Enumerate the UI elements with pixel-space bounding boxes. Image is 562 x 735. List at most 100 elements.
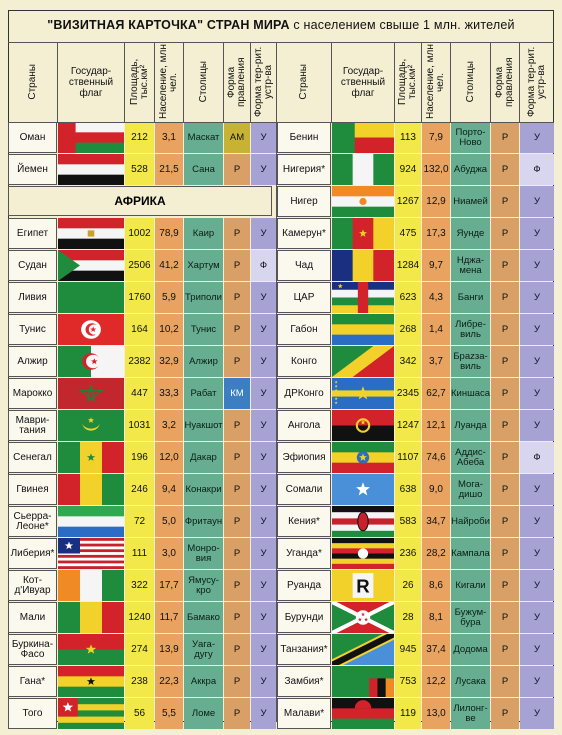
territorial-form: У: [251, 602, 276, 633]
header-gov-left: Форма правления: [224, 42, 250, 122]
territorial-form: У: [251, 378, 276, 409]
flag-image-sierraleone: [58, 506, 124, 537]
header-flag-left: Государ-ственный флаг: [58, 42, 124, 122]
area-value: 274: [125, 634, 154, 665]
grid-line: [8, 42, 554, 43]
flag-image-togo: [58, 698, 124, 729]
government-form: АМ: [224, 122, 250, 153]
government-form: Р: [491, 474, 519, 505]
table-row: Эфиопия 1107 74,6 Аддис-Абеба Р Ф: [0, 442, 562, 473]
table-row: Нигерия* 924 132,0 Абуджа Р Ф: [0, 154, 562, 185]
header-terr-label: Форма тер-рит. устр-ва: [252, 46, 274, 118]
country-name: Оман: [8, 122, 57, 153]
capital-name: Бужум-бура: [451, 602, 490, 633]
population-value: 62,7: [422, 378, 450, 409]
capital-name: Лусака: [451, 666, 490, 697]
flag-image-somalia: [332, 474, 394, 505]
area-value: 212: [125, 122, 154, 153]
government-form: Р: [224, 314, 250, 345]
area-value: 1107: [395, 442, 421, 473]
table-row: Сьерра-Леоне* 72 5,0 Фритаун Р У: [0, 506, 562, 537]
population-value: 11,7: [155, 602, 183, 633]
population-value: 12,0: [155, 442, 183, 473]
country-name: ДРКонго: [277, 378, 331, 409]
population-value: 13,9: [155, 634, 183, 665]
population-value: 34,7: [422, 506, 450, 537]
header-flag-label: Государ-ственный флаг: [68, 65, 114, 99]
territorial-form: У: [520, 346, 554, 377]
government-form: Р: [491, 442, 519, 473]
header-country-right: Страны: [277, 42, 331, 122]
population-value: 33,3: [155, 378, 183, 409]
population-value: 21,5: [155, 154, 183, 185]
title-rest: с населением свыше 1 млн. жителей: [293, 18, 515, 32]
header-terr-left: Форма тер-рит. устр-ва: [251, 42, 276, 122]
flag-image-oman: [58, 122, 124, 153]
capital-name: Киншаса: [451, 378, 490, 409]
header-pop-left: Население, млн чел.: [155, 42, 183, 122]
government-form: Р: [224, 250, 250, 281]
population-value: 17,7: [155, 570, 183, 601]
svg-text:R: R: [356, 576, 370, 597]
capital-name: Фритаун: [184, 506, 223, 537]
table-row: Конго 342 3,7 Брazза-виль Р У: [0, 346, 562, 377]
flag-image-mauritania: [58, 410, 124, 441]
government-form: Р: [491, 218, 519, 249]
country-name: Замбия*: [277, 666, 331, 697]
territorial-form: У: [520, 250, 554, 281]
population-value: 8,6: [422, 570, 450, 601]
territorial-form: У: [520, 410, 554, 441]
government-form: Р: [224, 570, 250, 601]
country-name: Гвинея: [8, 474, 57, 505]
government-form: Р: [491, 154, 519, 185]
territorial-form: У: [520, 122, 554, 153]
area-value: 1240: [125, 602, 154, 633]
grid-line: [421, 42, 422, 122]
header-area-right: Площадь, тыс.км²: [395, 42, 421, 122]
table-row: Танзания* 945 37,4 Додома Р У: [0, 634, 562, 665]
population-value: 1,4: [422, 314, 450, 345]
area-value: 2345: [395, 378, 421, 409]
country-name: Эфиопия: [277, 442, 331, 473]
grid-line: [57, 42, 58, 122]
flag-image-niger: [332, 186, 394, 217]
grid-line: [8, 122, 554, 123]
country-name: ЦАР: [277, 282, 331, 313]
government-form: Р: [491, 122, 519, 153]
table-row: Сенегал 196 12,0 Дакар Р У: [0, 442, 562, 473]
grid-line: [394, 42, 395, 122]
header-capital-left: Столицы: [184, 42, 223, 122]
country-name: Камерун*: [277, 218, 331, 249]
area-value: 28: [395, 602, 421, 633]
capital-name: Лилонг-ве: [451, 698, 490, 729]
header-pop-label: Население, млн чел.: [425, 44, 446, 120]
grid-line: [519, 42, 520, 122]
population-value: 3,2: [155, 410, 183, 441]
header-pop-right: Население, млн чел.: [422, 42, 450, 122]
government-form: Р: [491, 666, 519, 697]
capital-name: Хартум: [184, 250, 223, 281]
government-form: Р: [491, 570, 519, 601]
table-row: Бенин 113 7,9 Порто-Ново Р У: [0, 122, 562, 153]
flag-image-rwanda: R: [332, 570, 394, 601]
government-form: Р: [491, 602, 519, 633]
grid-line: [250, 42, 251, 122]
area-value: 56: [125, 698, 154, 729]
flag-image-benin: [332, 122, 394, 153]
header-area-label: Площадь, тыс.км²: [397, 58, 418, 106]
area-value: 753: [395, 666, 421, 697]
header-country-left: Страны: [8, 42, 57, 122]
table-row: Йемен 528 21,5 Сана Р У: [0, 154, 562, 185]
territorial-form: У: [520, 506, 554, 537]
government-form: Р: [224, 218, 250, 249]
header-capital-right: Столицы: [451, 42, 490, 122]
capital-name: Тунис: [184, 314, 223, 345]
territorial-form: У: [251, 410, 276, 441]
flag-image-car: [332, 282, 394, 313]
capital-name: Банги: [451, 282, 490, 313]
territorial-form: У: [251, 698, 276, 729]
header-terr-label: Форма тер-рит. устр-ва: [526, 46, 547, 118]
territorial-form: У: [520, 698, 554, 729]
area-value: 945: [395, 634, 421, 665]
territorial-form: У: [520, 666, 554, 697]
